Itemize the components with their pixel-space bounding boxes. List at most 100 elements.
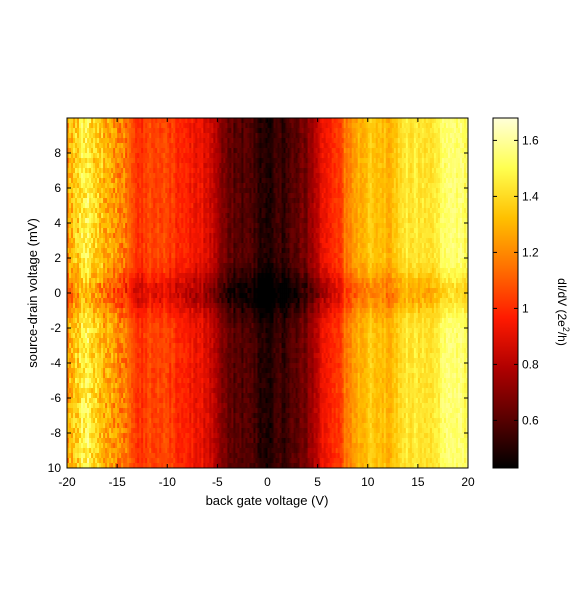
heatmap-cell	[101, 128, 104, 134]
heatmap-cell	[109, 193, 112, 199]
heatmap-cell	[103, 383, 106, 389]
heatmap-cell	[125, 368, 128, 374]
heatmap-cell	[143, 373, 146, 379]
heatmap-cell	[169, 263, 172, 269]
heatmap-cell	[93, 293, 96, 299]
heatmap-cell	[115, 133, 118, 139]
heatmap-cell	[159, 403, 162, 409]
heatmap-cell	[145, 438, 148, 444]
heatmap-cell	[81, 408, 84, 414]
heatmap-cell	[89, 413, 92, 419]
heatmap-cell	[127, 153, 130, 159]
heatmap-cell	[115, 248, 118, 254]
heatmap-cell	[145, 188, 148, 194]
heatmap-cell	[121, 193, 124, 199]
heatmap-cell	[97, 203, 100, 209]
heatmap-cell	[155, 148, 158, 154]
heatmap-cell	[99, 413, 102, 419]
heatmap-cell	[169, 438, 172, 444]
heatmap-cell	[151, 138, 154, 144]
heatmap-cell	[73, 458, 76, 464]
heatmap-cell	[75, 163, 78, 169]
heatmap-cell	[149, 338, 152, 344]
heatmap-cell	[115, 278, 118, 284]
heatmap-cell	[85, 328, 88, 334]
heatmap-cell	[87, 368, 90, 374]
heatmap-cell	[159, 438, 162, 444]
heatmap-cell	[123, 233, 126, 239]
heatmap-cell	[89, 363, 92, 369]
heatmap-cell	[85, 213, 88, 219]
heatmap-cell	[107, 273, 110, 279]
heatmap-cell	[101, 183, 104, 189]
heatmap-cell	[117, 178, 120, 184]
heatmap-cell	[155, 393, 158, 399]
heatmap-cell	[119, 463, 122, 469]
heatmap-cell	[127, 398, 130, 404]
heatmap-cell	[71, 463, 74, 469]
heatmap-cell	[119, 453, 122, 459]
heatmap-cell	[89, 263, 92, 269]
heatmap-cell	[123, 223, 126, 229]
heatmap-cell	[139, 228, 142, 234]
heatmap-cell	[157, 188, 160, 194]
heatmap-cell	[93, 378, 96, 384]
heatmap-cell	[117, 373, 120, 379]
heatmap-cell	[115, 388, 118, 394]
heatmap-cell	[129, 208, 132, 214]
heatmap-cell	[73, 193, 76, 199]
heatmap-cell	[91, 353, 94, 359]
heatmap-cell	[123, 153, 126, 159]
heatmap-cell	[151, 243, 154, 249]
heatmap-cell	[95, 118, 98, 124]
heatmap-cell	[125, 318, 128, 324]
heatmap-cell	[93, 383, 96, 389]
heatmap-cell	[123, 403, 126, 409]
heatmap-cell	[153, 138, 156, 144]
heatmap-cell	[117, 218, 120, 224]
heatmap-cell	[159, 413, 162, 419]
heatmap-cell	[141, 203, 144, 209]
heatmap-cell	[105, 433, 108, 439]
heatmap-cell	[143, 178, 146, 184]
heatmap-cell	[149, 158, 152, 164]
heatmap-cell	[161, 448, 164, 454]
heatmap-cell	[153, 218, 156, 224]
heatmap-cell	[71, 283, 74, 289]
heatmap-cell	[117, 118, 120, 124]
heatmap-cell	[151, 183, 154, 189]
heatmap-cell	[121, 158, 124, 164]
heatmap-cell	[99, 433, 102, 439]
heatmap-cell	[133, 163, 136, 169]
heatmap-cell	[157, 328, 160, 334]
heatmap-cell	[81, 438, 84, 444]
heatmap-cell	[119, 403, 122, 409]
heatmap-cell	[151, 268, 154, 274]
heatmap-cell	[163, 368, 166, 374]
heatmap-cell	[171, 148, 174, 154]
heatmap-cell	[113, 118, 116, 124]
heatmap-cell	[163, 213, 166, 219]
heatmap-cell	[79, 448, 82, 454]
heatmap-cell	[95, 203, 98, 209]
heatmap-cell	[89, 453, 92, 459]
heatmap-cell	[95, 273, 98, 279]
heatmap-cell	[135, 453, 138, 459]
heatmap-cell	[111, 303, 114, 309]
heatmap-cell	[123, 178, 126, 184]
heatmap-cell	[107, 328, 110, 334]
heatmap-cell	[109, 138, 112, 144]
heatmap-cell	[141, 143, 144, 149]
heatmap-cell	[75, 288, 78, 294]
heatmap-cell	[103, 188, 106, 194]
heatmap-cell	[137, 193, 140, 199]
heatmap-cell	[99, 118, 102, 124]
heatmap-cell	[107, 263, 110, 269]
heatmap-cell	[83, 423, 86, 429]
heatmap-cell	[125, 173, 128, 179]
heatmap-cell	[115, 408, 118, 414]
heatmap-cell	[123, 288, 126, 294]
heatmap-cell	[71, 398, 74, 404]
heatmap-cell	[69, 283, 72, 289]
heatmap-cell	[119, 423, 122, 429]
